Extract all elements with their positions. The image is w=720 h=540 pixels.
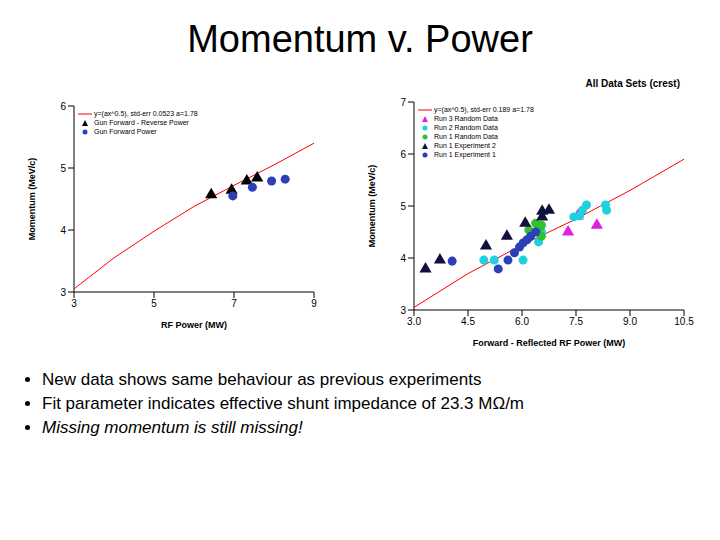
svg-text:5: 5 [151, 298, 157, 309]
html-text:New data shows same behaviour: New data shows same behaviour as previou… [42, 370, 482, 389]
svg-text:4.5: 4.5 [461, 316, 475, 327]
html-text:Momentum v. Power: Momentum v. Power [187, 18, 533, 60]
html-text:Gun Forward Power: Gun Forward Power [94, 128, 157, 135]
html-text:Gun Forward - Reverse Power: Gun Forward - Reverse Power [94, 119, 189, 126]
html-text:Missing momentum is still miss: Missing momentum is still missing! [42, 418, 303, 437]
svg-text:4: 4 [400, 253, 406, 264]
html-text:All Data Sets (crest): All Data Sets (crest) [585, 78, 680, 89]
svg-text:9: 9 [311, 298, 317, 309]
svg-text:4: 4 [60, 225, 66, 236]
html-text:Fit parameter indicates effect: Fit parameter indicates effective shunt … [42, 394, 524, 413]
html-text:Run 2 Random Data: Run 2 Random Data [434, 124, 498, 131]
html-text:y=(ax^0.5), std-err 0.0523 a=1: y=(ax^0.5), std-err 0.0523 a=1.78 [94, 110, 198, 117]
svg-text:9.0: 9.0 [623, 316, 637, 327]
svg-text:7: 7 [400, 97, 406, 108]
svg-text:5: 5 [60, 163, 66, 174]
svg-text:3: 3 [400, 305, 406, 316]
svg-text:6: 6 [400, 149, 406, 160]
html-text:Run 3 Random Data: Run 3 Random Data [434, 115, 498, 122]
svg-text:6.0: 6.0 [515, 316, 529, 327]
svg-text:7.5: 7.5 [569, 316, 583, 327]
svg-text:RF Power (MW): RF Power (MW) [161, 320, 227, 330]
svg-text:3.0: 3.0 [407, 316, 421, 327]
html-text:Run 1 Random Data: Run 1 Random Data [434, 133, 498, 140]
svg-text:5: 5 [400, 201, 406, 212]
svg-text:Momentum (MeV/c): Momentum (MeV/c) [27, 158, 37, 241]
svg-text:10.5: 10.5 [674, 316, 694, 327]
svg-text:7: 7 [231, 298, 237, 309]
svg-text:Forward - Reflected RF Power (: Forward - Reflected RF Power (MW) [473, 338, 626, 348]
html-text:Run 1 Experiment 1: Run 1 Experiment 1 [434, 151, 496, 158]
html-text:y=(ax^0.5), std-err 0.189 a=1.: y=(ax^0.5), std-err 0.189 a=1.78 [434, 106, 534, 113]
svg-text:3: 3 [60, 287, 66, 298]
html-text:Run 1 Experiment 2: Run 1 Experiment 2 [434, 142, 496, 149]
svg-text:Momentum (MeV/c): Momentum (MeV/c) [367, 165, 377, 248]
svg-text:6: 6 [60, 101, 66, 112]
svg-text:3: 3 [71, 298, 77, 309]
